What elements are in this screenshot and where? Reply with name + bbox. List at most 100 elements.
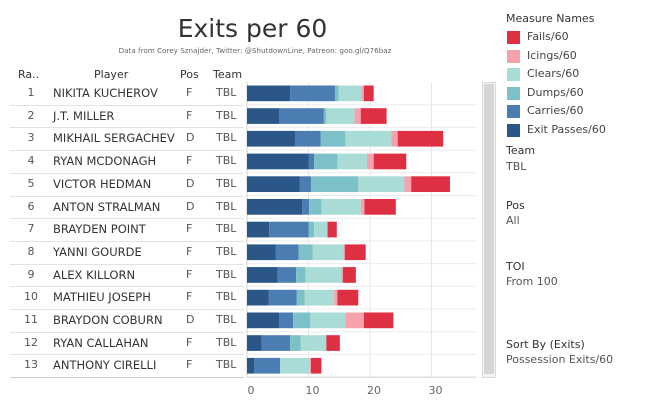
- bar-segment[interactable]: [275, 244, 299, 261]
- bar-segment[interactable]: [290, 85, 335, 102]
- bar-segment[interactable]: [293, 312, 311, 329]
- bar-segment[interactable]: [345, 312, 364, 329]
- bar-segment[interactable]: [366, 153, 374, 170]
- bar-segment[interactable]: [338, 85, 362, 102]
- bar-segment[interactable]: [360, 199, 365, 215]
- bar-segment[interactable]: [337, 153, 367, 170]
- bar-segment[interactable]: [314, 153, 338, 170]
- bar-segment[interactable]: [320, 130, 346, 147]
- bar-segment[interactable]: [363, 312, 394, 329]
- bar-segment[interactable]: [247, 335, 262, 351]
- player-cell: BRAYDON COBURN: [53, 313, 163, 327]
- bar-segment[interactable]: [247, 357, 255, 374]
- bar-segment[interactable]: [277, 267, 297, 283]
- page-title: Exits per 60: [177, 14, 328, 43]
- bar-segment[interactable]: [361, 85, 364, 102]
- bar-segment[interactable]: [345, 130, 392, 147]
- bar-segment[interactable]: [326, 335, 340, 351]
- bar-segment[interactable]: [261, 335, 291, 351]
- bar-segment[interactable]: [373, 153, 407, 170]
- bar-segment[interactable]: [296, 267, 306, 283]
- bar-segment[interactable]: [302, 199, 310, 215]
- bar-segment[interactable]: [247, 267, 278, 283]
- player-cell: RYAN MCDONAGH: [53, 154, 157, 169]
- bar-segment[interactable]: [314, 221, 328, 238]
- bar-segment[interactable]: [354, 108, 361, 124]
- rank-cell: 6: [27, 199, 35, 213]
- bar-segment[interactable]: [247, 85, 291, 102]
- team-filter-value[interactable]: TBL: [506, 160, 527, 173]
- bar-segment[interactable]: [247, 153, 309, 170]
- scrollbar-thumb[interactable]: [484, 84, 494, 374]
- bar-segment[interactable]: [360, 108, 387, 124]
- rank-cell: 8: [27, 244, 35, 258]
- bar-segment[interactable]: [341, 267, 343, 283]
- bar-segment[interactable]: [321, 199, 361, 215]
- bar-segment[interactable]: [309, 199, 322, 215]
- header-team[interactable]: Team: [213, 68, 243, 81]
- bar-segment[interactable]: [254, 357, 281, 374]
- bar-segment[interactable]: [312, 244, 344, 261]
- sort-filter-value[interactable]: Possession Exits/60: [506, 353, 614, 366]
- header-rank[interactable]: Ra..: [18, 68, 40, 81]
- bar-segment[interactable]: [304, 289, 335, 306]
- pos-filter-value[interactable]: All: [506, 214, 520, 227]
- bar-segment[interactable]: [363, 85, 374, 102]
- bar-segment[interactable]: [334, 289, 338, 306]
- bar-segment[interactable]: [278, 108, 324, 124]
- bar-segment[interactable]: [247, 130, 295, 147]
- header-pos[interactable]: Pos: [180, 68, 199, 81]
- bar-segment[interactable]: [308, 221, 315, 238]
- vertical-scrollbar[interactable]: [482, 82, 496, 378]
- bar-segment[interactable]: [299, 176, 311, 192]
- bar-segment[interactable]: [305, 267, 342, 283]
- bar-segment[interactable]: [247, 199, 303, 215]
- legend-swatch: [507, 31, 520, 44]
- bar-segment[interactable]: [247, 221, 270, 238]
- legend-label: Carries/60: [527, 104, 584, 117]
- bar-segment[interactable]: [310, 312, 346, 329]
- bar-segment[interactable]: [308, 153, 315, 170]
- bar-segment[interactable]: [327, 221, 337, 238]
- pos-filter-title: Pos: [506, 199, 525, 212]
- bar-segment[interactable]: [296, 289, 305, 306]
- bar-segment[interactable]: [268, 289, 297, 306]
- bar-segment[interactable]: [247, 289, 269, 306]
- bar-segment[interactable]: [310, 357, 322, 374]
- bar-segment[interactable]: [290, 335, 301, 351]
- bar-segment[interactable]: [323, 108, 327, 124]
- bar-segment[interactable]: [278, 312, 294, 329]
- bar-segment[interactable]: [337, 289, 359, 306]
- bar-segment[interactable]: [411, 176, 450, 192]
- bar-segment[interactable]: [310, 176, 359, 192]
- bar-segment[interactable]: [298, 244, 313, 261]
- bar-segment[interactable]: [344, 244, 366, 261]
- bar-segment[interactable]: [404, 176, 412, 192]
- bar-segment[interactable]: [294, 130, 321, 147]
- team-cell: TBL: [216, 335, 237, 349]
- bar-segment[interactable]: [342, 267, 356, 283]
- bar-segment[interactable]: [247, 176, 300, 192]
- bar-segment[interactable]: [300, 335, 327, 351]
- bar-segment[interactable]: [326, 108, 355, 124]
- bar-segment[interactable]: [247, 244, 276, 261]
- bar-segment[interactable]: [269, 221, 309, 238]
- header-player[interactable]: Player: [94, 68, 129, 81]
- bar-segment[interactable]: [309, 357, 311, 374]
- pos-cell: F: [186, 358, 193, 372]
- toi-filter-value[interactable]: From 100: [506, 275, 558, 288]
- pos-cell: F: [186, 154, 193, 168]
- bar-segment[interactable]: [397, 130, 444, 147]
- bar-segment[interactable]: [334, 85, 339, 102]
- team-cell: TBL: [216, 222, 237, 236]
- bar-segment[interactable]: [280, 357, 310, 374]
- legend-title: Measure Names: [506, 12, 595, 25]
- pos-cell: F: [186, 267, 193, 281]
- bar-segment[interactable]: [364, 199, 396, 215]
- bar-segment[interactable]: [358, 176, 405, 192]
- bar-segment[interactable]: [343, 244, 345, 261]
- bar-segment[interactable]: [247, 108, 279, 124]
- bar-segment[interactable]: [247, 312, 279, 329]
- row-separator: [10, 354, 244, 356]
- bar-segment[interactable]: [391, 130, 398, 147]
